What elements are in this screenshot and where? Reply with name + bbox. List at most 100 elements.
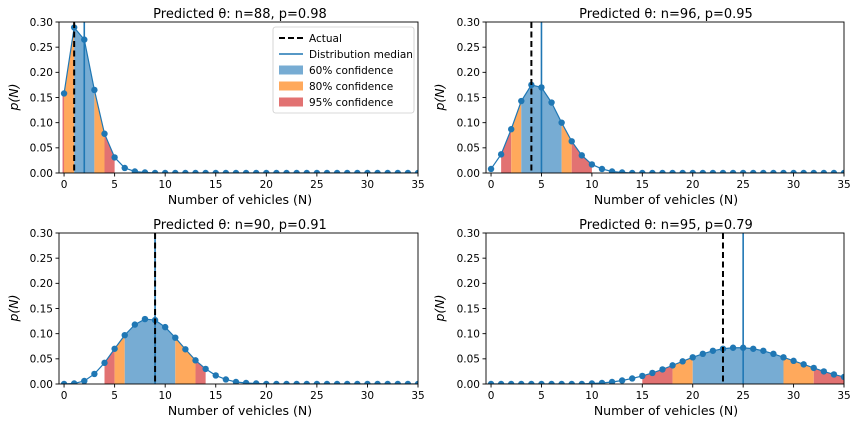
data-point <box>487 380 495 384</box>
data-point <box>293 380 300 384</box>
data-point <box>252 380 260 384</box>
data-point <box>303 380 310 384</box>
data-point <box>263 169 270 173</box>
data-point <box>172 334 179 341</box>
data-point <box>394 380 401 384</box>
data-point <box>273 169 280 173</box>
data-point <box>629 169 636 173</box>
data-point <box>739 169 747 173</box>
x-tick-label: 25 <box>736 179 749 191</box>
data-point <box>131 321 139 328</box>
y-tick-label: 0.25 <box>457 253 480 265</box>
data-point <box>810 169 817 173</box>
x-tick-label: 35 <box>411 179 424 191</box>
x-axis-label: Number of vehicles (N) <box>594 403 738 418</box>
data-point <box>729 344 737 351</box>
data-point <box>780 169 787 173</box>
data-point <box>588 380 596 384</box>
y-tick-label: 0.00 <box>457 168 480 180</box>
data-point <box>800 361 807 368</box>
data-point <box>101 130 108 137</box>
x-tick-label: 20 <box>260 179 273 191</box>
data-point <box>212 169 219 173</box>
x-tick-label: 0 <box>488 390 495 402</box>
data-point <box>60 380 68 384</box>
x-axis-label: Number of vehicles (N) <box>594 192 738 207</box>
data-point <box>649 169 656 173</box>
data-point <box>679 358 686 365</box>
plot-area <box>487 233 844 384</box>
data-point <box>364 380 371 384</box>
data-point <box>91 370 98 378</box>
data-point <box>750 169 757 173</box>
data-point <box>101 359 108 367</box>
data-point <box>588 161 596 168</box>
data-point <box>639 372 646 380</box>
legend-handle-band-95 <box>279 97 303 107</box>
data-point <box>497 380 505 384</box>
data-point <box>151 169 159 173</box>
data-point <box>497 151 505 158</box>
data-point <box>344 169 351 173</box>
data-point <box>679 169 686 173</box>
x-tick-label: 5 <box>111 179 118 191</box>
data-point <box>81 377 88 384</box>
data-point <box>729 169 737 173</box>
data-point <box>750 345 757 352</box>
y-tick-label: 0.20 <box>30 67 53 79</box>
data-point <box>518 97 525 105</box>
data-point <box>384 380 391 384</box>
y-tick-label: 0.15 <box>457 92 480 104</box>
plot-area <box>487 22 844 173</box>
data-point <box>629 375 636 382</box>
data-point <box>323 169 331 173</box>
legend-label: 60% confidence <box>309 65 393 77</box>
data-point <box>91 86 98 94</box>
y-tick-label: 0.20 <box>30 278 53 290</box>
y-tick-label: 0.25 <box>30 42 53 54</box>
subplot-title: Predicted θ: n=96, p=0.95 <box>579 7 753 22</box>
data-point <box>548 99 555 106</box>
confidence-band-95 <box>501 129 512 173</box>
data-point <box>414 169 418 173</box>
x-tick-label: 20 <box>686 390 699 402</box>
data-point <box>618 377 626 384</box>
data-point <box>780 354 787 361</box>
data-point <box>141 169 149 173</box>
data-point <box>719 169 727 173</box>
plot-area <box>60 22 418 173</box>
x-tick-label: 25 <box>310 179 323 191</box>
data-point <box>111 345 118 352</box>
data-point <box>323 380 331 384</box>
legend-label: Distribution median <box>309 49 413 61</box>
data-point <box>608 168 616 173</box>
y-tick-label: 0.05 <box>30 354 53 366</box>
x-tick-label: 5 <box>538 390 545 402</box>
data-point <box>374 380 381 384</box>
confidence-band-95 <box>104 133 115 173</box>
confidence-band-80 <box>64 27 75 173</box>
y-axis-label: p(N) <box>6 294 21 322</box>
subplot-top-left: Predicted θ: n=88, p=0.98 Number of vehi… <box>6 7 425 207</box>
y-tick-label: 0.00 <box>30 379 53 391</box>
y-axis-label: p(N) <box>432 83 447 111</box>
x-tick-label: 0 <box>61 179 68 191</box>
data-point <box>669 362 676 369</box>
x-tick-label: 15 <box>636 179 649 191</box>
y-tick-label: 0.30 <box>457 17 480 29</box>
data-point <box>659 366 666 373</box>
x-tick-label: 10 <box>585 179 598 191</box>
y-tick-label: 0.10 <box>457 328 480 340</box>
legend-handle-band-60 <box>279 65 303 75</box>
x-tick-label: 30 <box>787 179 800 191</box>
x-tick-label: 35 <box>411 390 424 402</box>
data-point <box>192 169 199 173</box>
data-point <box>669 169 676 173</box>
y-tick-label: 0.30 <box>457 228 480 240</box>
data-point <box>354 169 361 173</box>
data-point <box>313 380 321 384</box>
legend-handle-band-80 <box>279 81 303 91</box>
y-tick-label: 0.00 <box>30 168 53 180</box>
data-point <box>598 379 606 384</box>
confidence-band-80 <box>94 89 105 173</box>
